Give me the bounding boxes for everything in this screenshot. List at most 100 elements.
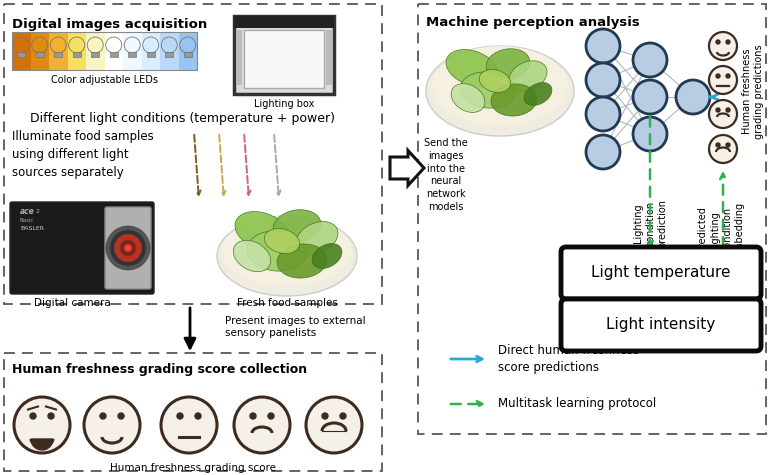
Text: Digital camera: Digital camera (34, 298, 110, 308)
Circle shape (105, 37, 122, 53)
Ellipse shape (273, 209, 321, 242)
Bar (72, 52, 81, 57)
Text: Lighting box: Lighting box (254, 99, 314, 109)
Ellipse shape (491, 84, 537, 116)
Text: Human freshness
grading predictions: Human freshness grading predictions (742, 44, 764, 139)
Circle shape (726, 74, 730, 78)
Circle shape (340, 413, 346, 419)
Text: Human freshness grading score: Human freshness grading score (110, 463, 276, 473)
Ellipse shape (486, 49, 530, 79)
Circle shape (716, 74, 720, 78)
Circle shape (14, 397, 70, 453)
Circle shape (268, 413, 274, 419)
Text: Color adjustable LEDs: Color adjustable LEDs (51, 75, 158, 85)
Ellipse shape (479, 70, 511, 93)
Circle shape (69, 37, 85, 53)
Bar (179, 32, 198, 70)
Bar (68, 32, 87, 70)
Circle shape (87, 37, 103, 53)
Circle shape (142, 37, 159, 53)
FancyBboxPatch shape (561, 299, 761, 351)
Circle shape (114, 234, 142, 262)
Text: 2: 2 (36, 209, 40, 214)
Circle shape (179, 37, 196, 53)
Circle shape (633, 80, 667, 114)
Bar (4, 353, 382, 471)
Circle shape (195, 413, 201, 419)
Bar (31, 32, 50, 70)
Circle shape (726, 40, 730, 44)
Circle shape (633, 117, 667, 151)
Bar (12, 32, 197, 70)
Circle shape (716, 40, 720, 44)
Text: Different light conditions (temperature + power): Different light conditions (temperature … (31, 112, 336, 125)
Circle shape (84, 397, 140, 453)
FancyBboxPatch shape (234, 16, 334, 94)
Circle shape (586, 29, 620, 63)
Circle shape (726, 143, 730, 147)
Ellipse shape (460, 72, 516, 108)
Circle shape (13, 37, 29, 53)
Circle shape (48, 413, 54, 419)
Circle shape (716, 143, 720, 147)
Circle shape (177, 413, 183, 419)
Circle shape (234, 397, 290, 453)
Bar (326, 30, 332, 85)
Ellipse shape (217, 216, 357, 296)
Bar (418, 4, 766, 434)
Text: Digital images acquisition: Digital images acquisition (12, 18, 207, 31)
Bar (142, 32, 161, 70)
Circle shape (124, 37, 140, 53)
Text: Predicted
lighting
condition
embedding: Predicted lighting condition embedding (698, 202, 745, 257)
Text: Present images to external
sensory panelists: Present images to external sensory panel… (225, 316, 366, 338)
Bar (49, 32, 69, 70)
Ellipse shape (235, 211, 289, 250)
Circle shape (50, 37, 66, 53)
Ellipse shape (247, 231, 307, 271)
Circle shape (709, 100, 737, 128)
Ellipse shape (426, 46, 574, 136)
FancyBboxPatch shape (10, 202, 154, 294)
Bar (17, 52, 25, 57)
Ellipse shape (296, 221, 338, 255)
Circle shape (161, 397, 217, 453)
Circle shape (716, 108, 720, 112)
Bar (147, 52, 155, 57)
Circle shape (250, 413, 256, 419)
Text: Light temperature: Light temperature (591, 266, 731, 281)
Circle shape (709, 135, 737, 163)
FancyBboxPatch shape (561, 247, 761, 299)
Circle shape (124, 244, 132, 252)
Text: Multitask learning protocol: Multitask learning protocol (498, 398, 656, 410)
Wedge shape (31, 439, 53, 450)
Bar (54, 52, 62, 57)
Text: Send the
images
into the
neural
network
models: Send the images into the neural network … (424, 138, 468, 212)
Text: Direct human freshness
score predictions: Direct human freshness score predictions (498, 344, 639, 373)
Text: Illuminate food samples
using different light
sources separately: Illuminate food samples using different … (12, 130, 154, 179)
Circle shape (709, 66, 737, 94)
Circle shape (306, 397, 362, 453)
Circle shape (586, 97, 620, 131)
Bar (160, 32, 179, 70)
Circle shape (633, 43, 667, 77)
Bar (35, 52, 44, 57)
FancyBboxPatch shape (105, 207, 151, 289)
Bar (234, 16, 334, 28)
FancyBboxPatch shape (244, 30, 324, 88)
Text: Basic: Basic (20, 218, 35, 223)
Text: Light intensity: Light intensity (607, 317, 715, 332)
Ellipse shape (222, 216, 352, 286)
Ellipse shape (509, 61, 547, 91)
Text: Human freshness grading score collection: Human freshness grading score collection (12, 363, 307, 376)
Circle shape (118, 413, 124, 419)
Bar (12, 32, 32, 70)
Bar (236, 30, 242, 85)
Circle shape (726, 108, 730, 112)
Circle shape (676, 80, 710, 114)
Bar (4, 4, 382, 304)
Circle shape (322, 413, 328, 419)
Ellipse shape (433, 46, 567, 126)
Ellipse shape (277, 244, 327, 278)
Circle shape (709, 32, 737, 60)
Ellipse shape (312, 244, 342, 268)
